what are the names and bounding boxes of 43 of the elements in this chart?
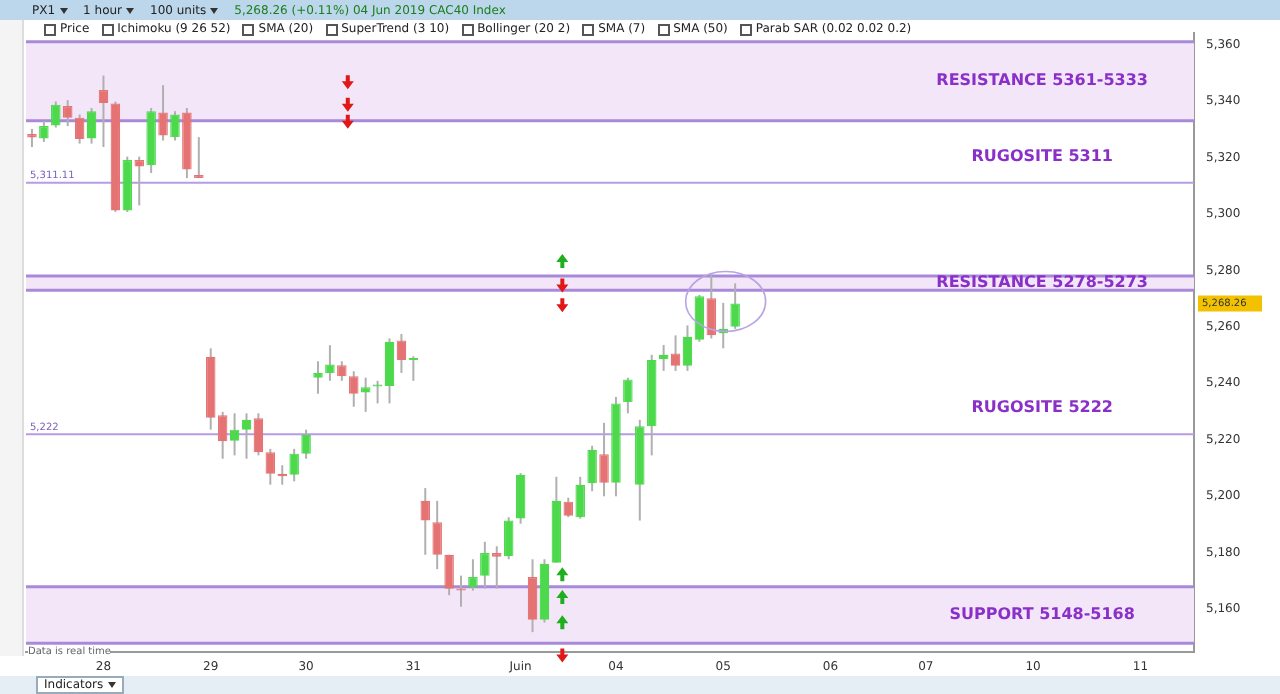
candlestick [432,499,442,571]
candlestick [444,553,454,597]
candlestick [623,376,633,415]
candlestick [86,107,97,145]
candlestick [515,472,526,525]
candlestick [313,360,323,395]
candlestick [134,155,144,207]
candlestick [587,444,597,493]
candlestick [27,127,37,148]
candlestick [62,99,73,128]
candlestick [348,370,359,408]
candlestick [39,120,49,143]
candlestick [396,332,407,374]
candlestick [408,355,419,382]
candlestick [503,516,514,561]
candlestick [194,136,204,180]
candlestick [480,540,490,590]
candlestick [468,558,478,592]
ref-line-label: RUGOSITE 5222 [971,398,1113,417]
band-label: SUPPORT 5148-5168 [949,605,1136,624]
candlestick [98,74,109,148]
candlestick [706,272,717,340]
candlestick [325,344,335,382]
candlestick [420,487,431,556]
candlestick [170,110,180,142]
band-label: RESISTANCE 5361-5333 [936,71,1148,90]
candlestick [158,84,168,142]
ref-line-label: RUGOSITE 5311 [971,147,1114,166]
candlestick [253,412,264,457]
candlestick [74,113,85,145]
candlestick [337,360,347,382]
candlestick [241,412,252,460]
candlestick [527,558,538,634]
candlestick [360,376,371,413]
candlestick [301,428,311,460]
candlestick [51,100,61,129]
band-label: RESISTANCE 5278-5273 [936,273,1148,292]
candlestick [599,421,609,498]
candlestick [265,447,276,486]
candlestick [575,475,585,520]
candlestick [229,412,240,457]
candlestick [730,282,740,330]
candlestick [289,447,299,483]
